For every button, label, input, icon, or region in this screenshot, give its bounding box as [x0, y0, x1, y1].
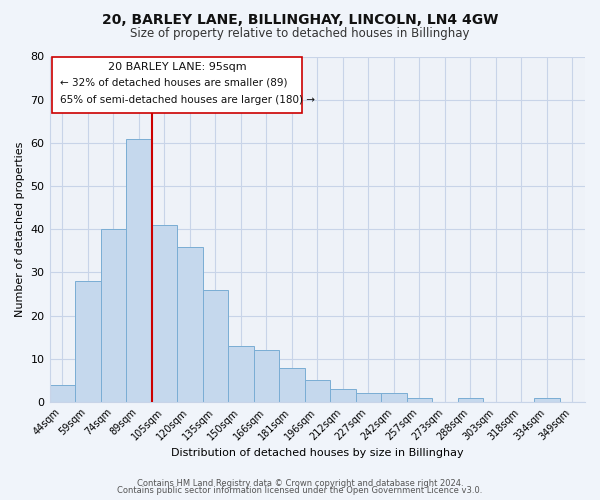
Text: Size of property relative to detached houses in Billinghay: Size of property relative to detached ho…: [130, 28, 470, 40]
Text: 20 BARLEY LANE: 95sqm: 20 BARLEY LANE: 95sqm: [108, 62, 247, 72]
Bar: [228, 346, 254, 402]
Bar: [254, 350, 279, 402]
Bar: [203, 290, 228, 402]
Bar: [101, 230, 126, 402]
X-axis label: Distribution of detached houses by size in Billinghay: Distribution of detached houses by size …: [171, 448, 464, 458]
Text: 20, BARLEY LANE, BILLINGHAY, LINCOLN, LN4 4GW: 20, BARLEY LANE, BILLINGHAY, LINCOLN, LN…: [102, 12, 498, 26]
Bar: [126, 138, 152, 402]
Bar: [330, 389, 356, 402]
Bar: [279, 368, 305, 402]
Bar: [407, 398, 432, 402]
Bar: [458, 398, 483, 402]
Bar: [75, 281, 101, 402]
Bar: [305, 380, 330, 402]
Text: ← 32% of detached houses are smaller (89): ← 32% of detached houses are smaller (89…: [60, 78, 287, 88]
Text: Contains public sector information licensed under the Open Government Licence v3: Contains public sector information licen…: [118, 486, 482, 495]
Y-axis label: Number of detached properties: Number of detached properties: [15, 142, 25, 317]
FancyBboxPatch shape: [52, 56, 302, 112]
Bar: [381, 394, 407, 402]
Bar: [50, 385, 75, 402]
Bar: [152, 225, 177, 402]
Bar: [534, 398, 560, 402]
Bar: [177, 246, 203, 402]
Bar: [356, 394, 381, 402]
Text: 65% of semi-detached houses are larger (180) →: 65% of semi-detached houses are larger (…: [60, 94, 315, 104]
Text: Contains HM Land Registry data © Crown copyright and database right 2024.: Contains HM Land Registry data © Crown c…: [137, 478, 463, 488]
